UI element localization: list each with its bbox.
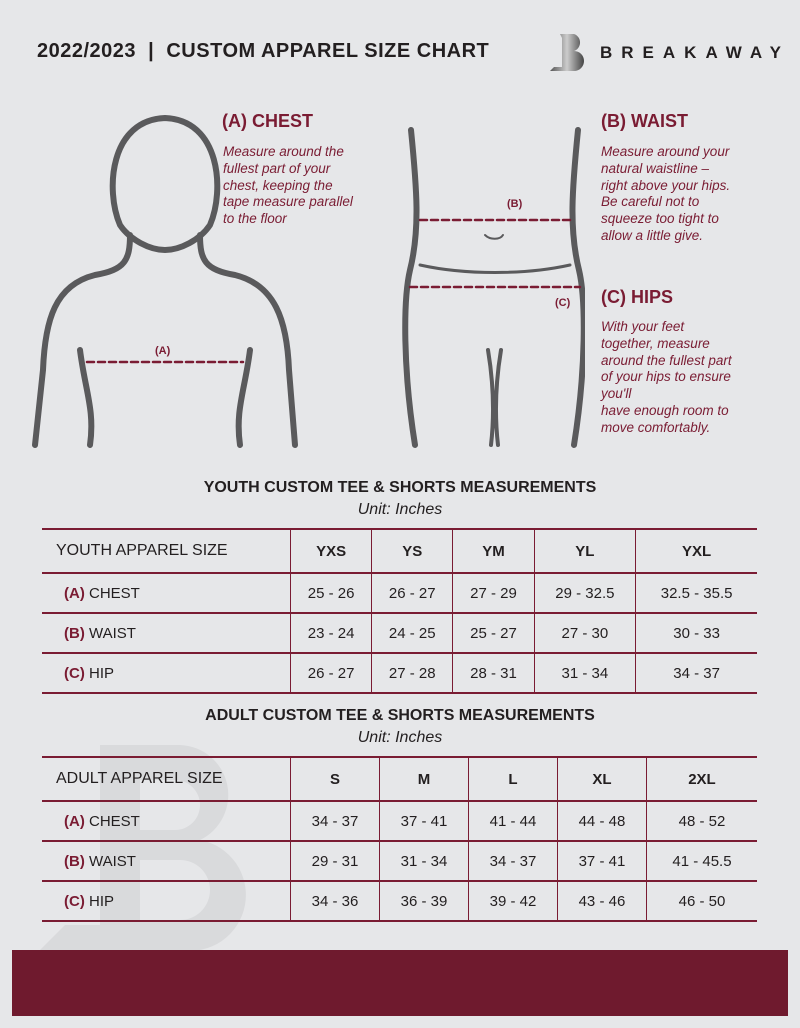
page-title: 2022/2023 | CUSTOM APPAREL SIZE CHART <box>37 40 490 62</box>
size-header: S <box>290 756 380 802</box>
measurement-value: 26 - 27 <box>371 573 453 614</box>
measurement-value: 30 - 33 <box>635 613 757 654</box>
measurement-letter: (C) <box>64 664 85 682</box>
measurement-name: WAIST <box>89 852 136 870</box>
hips-heading: (C) HIPS <box>601 287 673 307</box>
brand-name: BREAKAWAY <box>600 43 790 62</box>
adult-section-title: ADULT CUSTOM TEE & SHORTS MEASUREMENTS <box>205 707 595 724</box>
measurement-name: CHEST <box>89 812 140 830</box>
table-row: (B) WAIST 23 - 24 24 - 25 25 - 27 27 - 30 30 … <box>42 613 757 654</box>
measurement-value: 28 - 31 <box>452 653 535 694</box>
table-row: (B) WAIST 29 - 31 31 - 34 34 - 37 37 - 41 41 … <box>42 841 757 882</box>
size-header: L <box>467 756 558 802</box>
measurement-value: 25 - 26 <box>289 573 372 614</box>
chest-heading: (A) CHEST <box>222 111 313 131</box>
measurement-letter: (C) <box>64 892 85 910</box>
size-label-header: ADULT APPAREL SIZE <box>42 756 291 802</box>
measurement-value: 32.5 - 35.5 <box>635 573 757 614</box>
measurement-value: 23 - 24 <box>289 613 372 654</box>
measurement-label: (A) CHEST <box>42 573 291 614</box>
measurement-letter: (B) <box>64 624 85 642</box>
table-row: (A) CHEST 25 - 26 26 - 27 27 - 29 29 - 32.5 3… <box>42 573 757 614</box>
measurement-label: (B) WAIST <box>42 841 291 882</box>
measurement-value: 48 - 52 <box>645 801 757 842</box>
youth-unit: Unit: Inches <box>357 501 443 518</box>
measurement-value: 29 - 31 <box>290 841 380 882</box>
footer-bar <box>12 950 788 1016</box>
body-figure-illustration <box>32 114 585 448</box>
measurement-value: 34 - 37 <box>290 801 380 842</box>
size-header: XL <box>556 756 647 802</box>
measurement-label: (B) WAIST <box>42 613 291 654</box>
measurement-value: 31 - 34 <box>533 653 636 694</box>
waist-marker: (B) <box>507 198 523 210</box>
measurement-label: (C) HIP <box>42 653 291 694</box>
measurement-value: 26 - 27 <box>289 653 372 694</box>
table-row: (C) HIP 34 - 36 36 - 39 39 - 42 43 - 46 46 - … <box>42 881 757 922</box>
measurement-value: 46 - 50 <box>645 881 757 922</box>
youth-size-table: YOUTH APPAREL SIZE YXS YS YM YL YXL (A) CHEST 2… <box>42 528 757 694</box>
measurement-label: (C) HIP <box>42 881 291 922</box>
size-header: YS <box>371 528 453 574</box>
size-header: M <box>378 756 469 802</box>
hips-description: With your feet together, measure around th… <box>601 319 732 435</box>
measurement-value: 27 - 29 <box>452 573 535 614</box>
measurement-value: 34 - 37 <box>635 653 757 694</box>
size-header: 2XL <box>645 756 757 802</box>
size-header: YL <box>533 528 636 574</box>
breakaway-logo-icon <box>550 34 584 71</box>
measurement-name: HIP <box>89 892 115 910</box>
measurement-value: 41 - 45.5 <box>645 841 757 882</box>
measurement-value: 24 - 25 <box>371 613 453 654</box>
size-label-header: YOUTH APPAREL SIZE <box>42 528 291 574</box>
hips-marker: (C) <box>555 297 571 309</box>
size-header: YXL <box>635 528 757 574</box>
measurement-value: 37 - 41 <box>556 841 647 882</box>
measurement-value: 37 - 41 <box>378 801 469 842</box>
measurement-letter: (A) <box>64 812 85 830</box>
measurement-value: 29 - 32.5 <box>533 573 636 614</box>
youth-section-title: YOUTH CUSTOM TEE & SHORTS MEASUREMENTS <box>203 479 597 496</box>
measurement-value: 34 - 36 <box>290 881 380 922</box>
measurement-letter: (B) <box>64 852 85 870</box>
measurement-label: (A) CHEST <box>42 801 291 842</box>
measurement-value: 34 - 37 <box>467 841 558 882</box>
measurement-name: WAIST <box>89 624 136 642</box>
waist-description: Measure around your natural waistline – ri… <box>601 144 731 243</box>
measurement-value: 39 - 42 <box>467 881 558 922</box>
adult-unit: Unit: Inches <box>357 729 443 746</box>
measurement-value: 44 - 48 <box>556 801 647 842</box>
measurement-value: 36 - 39 <box>378 881 469 922</box>
measurement-value: 27 - 28 <box>371 653 453 694</box>
measurement-value: 25 - 27 <box>452 613 535 654</box>
table-header-row: ADULT APPAREL SIZE S M L XL 2XL <box>42 756 757 802</box>
chest-marker: (A) <box>155 345 171 357</box>
waist-heading: (B) WAIST <box>601 111 688 131</box>
table-row: (A) CHEST 34 - 37 37 - 41 41 - 44 44 - 48 48 … <box>42 801 757 842</box>
size-header: YXS <box>289 528 372 574</box>
measurement-name: CHEST <box>89 584 140 602</box>
measurement-letter: (A) <box>64 584 85 602</box>
measurement-value: 43 - 46 <box>556 881 647 922</box>
chest-description: Measure around the fullest part of your ch… <box>223 144 353 227</box>
table-header-row: YOUTH APPAREL SIZE YXS YS YM YL YXL <box>42 528 757 574</box>
size-header: YM <box>452 528 535 574</box>
measurement-name: HIP <box>89 664 115 682</box>
table-row: (C) HIP 26 - 27 27 - 28 28 - 31 31 - 34 34 - … <box>42 653 757 694</box>
measurement-value: 41 - 44 <box>467 801 558 842</box>
adult-size-table: ADULT APPAREL SIZE S M L XL 2XL (A) CHEST 34 - … <box>42 756 757 922</box>
measurement-value: 27 - 30 <box>533 613 636 654</box>
measurement-value: 31 - 34 <box>378 841 469 882</box>
